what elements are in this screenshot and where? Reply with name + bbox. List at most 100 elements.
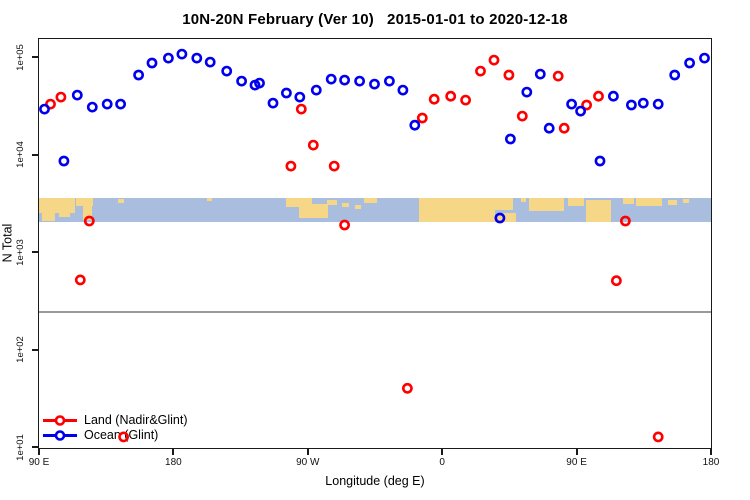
reference-line [39, 310, 711, 313]
land-patch [207, 197, 212, 201]
ocean-point [669, 69, 681, 81]
plot-area: Land (Nadir&Glint) Ocean (Glint) [38, 38, 712, 449]
land-patch [586, 199, 611, 222]
x-tick-mark [441, 449, 444, 455]
ocean-point [543, 122, 555, 134]
ocean-point [369, 78, 380, 90]
land-patch [76, 197, 93, 206]
ocean-point [249, 79, 261, 91]
world-map-strip [39, 197, 711, 222]
land-point [652, 431, 664, 443]
land-point [74, 274, 86, 286]
land-patch [636, 197, 662, 206]
ocean-point [280, 87, 292, 99]
land-point [428, 93, 440, 105]
land-point [593, 90, 604, 102]
land-point [339, 219, 350, 231]
ocean-point [162, 52, 174, 64]
ocean-point [652, 98, 664, 110]
y-tick-mark [32, 153, 38, 156]
scatter-points-layer [39, 48, 710, 443]
x-tick-label: 180 [702, 457, 720, 468]
ocean-point [115, 98, 126, 110]
land-point [445, 90, 457, 102]
land-patch [355, 204, 361, 209]
land-patch [327, 199, 337, 205]
ocean-point [626, 99, 637, 111]
land-patch [568, 197, 584, 206]
land-point [460, 94, 471, 106]
land-patch [497, 212, 516, 222]
y-tick-label-text: 1e+05 [14, 43, 26, 71]
x-tick-mark [172, 449, 175, 455]
land-point [475, 65, 486, 77]
x-tick-label: 180 [165, 457, 182, 468]
ocean-point [409, 119, 421, 131]
land-patch [118, 198, 124, 203]
ocean-point [101, 98, 113, 110]
chart-title: 10N-20N February (Ver 10) 2015-01-01 to … [182, 11, 568, 28]
ocean-point [575, 105, 586, 117]
land-point [558, 122, 570, 134]
ocean-point [339, 74, 350, 86]
ocean-point [204, 56, 216, 68]
land-patch [623, 197, 634, 204]
land-patch [419, 197, 495, 222]
land-patch [39, 197, 75, 213]
ocean-point [58, 155, 70, 167]
land-patch [42, 211, 55, 221]
y-tick-label: 1e+03 [9, 230, 31, 274]
legend-row: Ocean (Glint) [43, 428, 188, 443]
land-point [295, 103, 307, 115]
land-patch [364, 197, 377, 203]
land-patch [521, 197, 526, 202]
y-tick-label: 1e+02 [9, 328, 31, 372]
ocean-point [504, 133, 516, 145]
ocean-point [191, 52, 203, 64]
land-patch [83, 203, 92, 220]
ocean-point [294, 91, 306, 103]
ocean-point [699, 52, 710, 64]
land-point [581, 99, 592, 111]
land-point [328, 160, 340, 172]
y-tick-mark [32, 446, 38, 448]
land-point [516, 110, 528, 122]
ocean-point [566, 98, 577, 110]
land-point [55, 91, 67, 103]
x-tick-mark [575, 449, 578, 455]
x-tick-label: 90 E [566, 457, 587, 468]
ocean-point [637, 97, 649, 109]
x-tick-label: 90 E [28, 457, 50, 468]
land-patch [299, 203, 328, 218]
land-point [503, 69, 515, 81]
ocean-point [133, 69, 144, 81]
land-point [611, 275, 622, 287]
legend: Land (Nadir&Glint) Ocean (Glint) [43, 413, 188, 443]
land-patch [342, 202, 349, 207]
land-point [416, 112, 428, 124]
ocean-point [383, 75, 395, 87]
land-patch [59, 209, 70, 217]
ocean-point [684, 57, 695, 69]
legend-label: Land (Nadir&Glint) [84, 413, 188, 427]
y-tick-label-text: 1e+02 [14, 336, 26, 363]
y-tick-mark [32, 56, 38, 59]
ocean-point [608, 90, 619, 102]
ocean-point [146, 57, 158, 69]
land-patch [668, 199, 677, 205]
ocean-point [594, 155, 606, 167]
land-point [307, 139, 319, 151]
ocean-point [236, 75, 247, 87]
ocean-point [310, 84, 322, 96]
ocean-point [397, 84, 409, 96]
legend-marker-icon [43, 430, 77, 441]
y-tick-label: 1e+05 [9, 35, 31, 79]
ocean-point [521, 86, 533, 98]
x-tick-label: 0 [439, 457, 445, 468]
land-point [552, 70, 564, 82]
x-tick-mark [710, 449, 712, 455]
ocean-point [221, 65, 233, 77]
land-point [401, 382, 413, 394]
legend-label: Ocean (Glint) [84, 428, 159, 442]
